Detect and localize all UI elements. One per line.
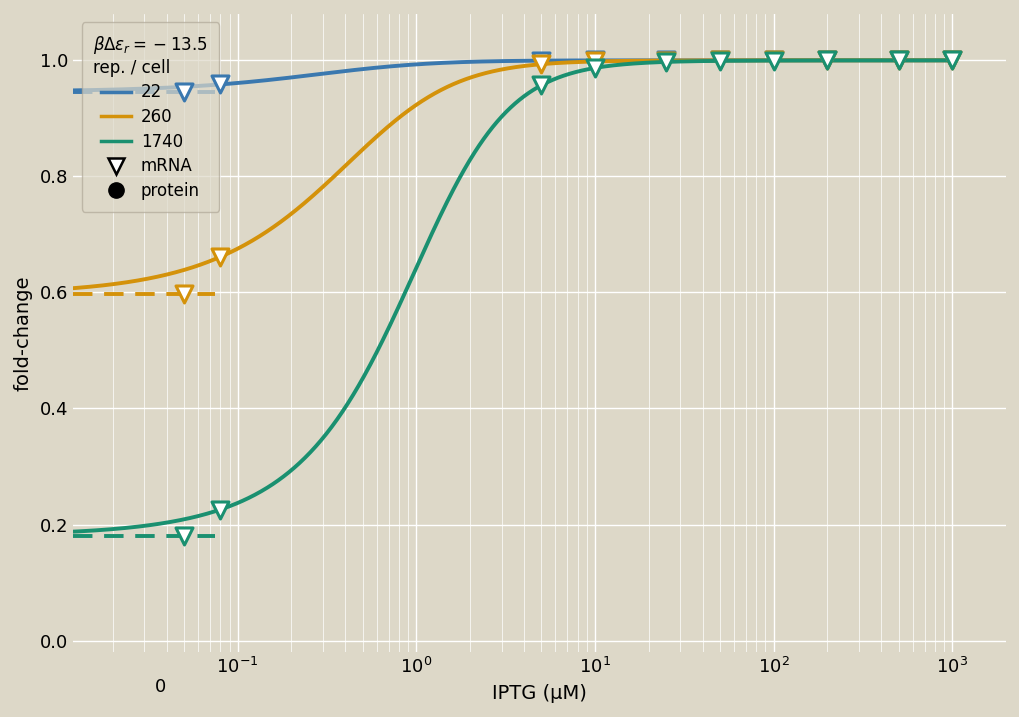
Point: [586, 62, 602, 74]
Legend: 22, 260, 1740, mRNA, protein: 22, 260, 1740, mRNA, protein: [82, 22, 219, 212]
Point: [818, 54, 835, 66]
Point: [890, 54, 906, 66]
Point: [175, 288, 192, 300]
Point: [890, 54, 906, 66]
Point: [657, 56, 674, 67]
Point: [818, 54, 835, 66]
Point: [212, 504, 228, 516]
Point: [533, 80, 549, 91]
Point: [944, 54, 960, 66]
Point: [533, 59, 549, 70]
Point: [818, 54, 835, 66]
Point: [657, 54, 674, 66]
Point: [765, 54, 782, 66]
Point: [175, 530, 192, 541]
Point: [657, 54, 674, 66]
X-axis label: IPTG (μM): IPTG (μM): [492, 684, 587, 703]
Point: [890, 54, 906, 66]
Point: [212, 251, 228, 262]
Text: 0: 0: [155, 678, 166, 695]
Point: [212, 79, 228, 90]
Point: [944, 54, 960, 66]
Point: [586, 54, 602, 66]
Point: [765, 54, 782, 66]
Point: [765, 54, 782, 66]
Point: [533, 55, 549, 67]
Y-axis label: fold-change: fold-change: [14, 275, 33, 391]
Point: [711, 54, 728, 66]
Point: [586, 56, 602, 67]
Point: [944, 54, 960, 66]
Point: [175, 86, 192, 98]
Point: [711, 55, 728, 67]
Point: [711, 54, 728, 66]
